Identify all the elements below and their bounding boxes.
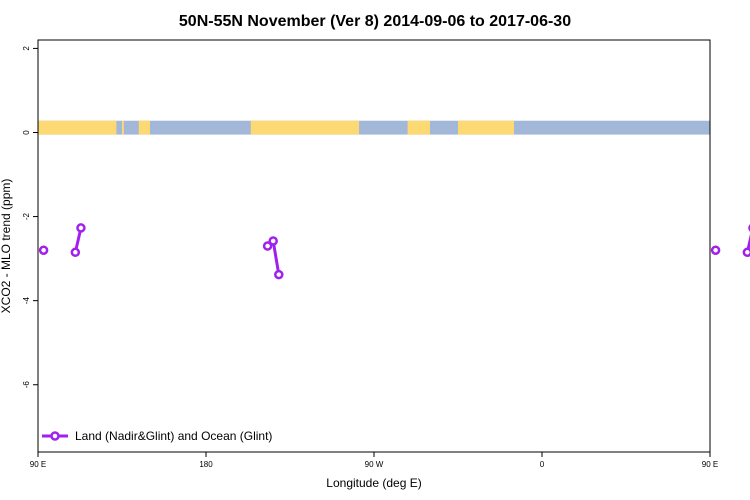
plot-frame: [37, 39, 711, 453]
data-point: [710, 245, 721, 255]
x-tick-label: 180: [199, 460, 213, 469]
land-band: [458, 120, 514, 135]
y-tick-label: -6: [22, 381, 31, 389]
land-band: [250, 120, 360, 135]
data-point: [70, 247, 81, 258]
data-point: [268, 236, 278, 246]
data-point: [38, 245, 49, 255]
land-ocean-strip: [38, 120, 710, 135]
land-band: [407, 120, 430, 135]
land-band: [38, 120, 117, 135]
y-tick-label: 2: [22, 46, 31, 51]
land-band: [138, 120, 150, 135]
x-tick-label: 90 E: [702, 460, 718, 469]
data-point: [742, 247, 750, 258]
legend: Land (Nadir&Glint) and Ocean (Glint): [42, 429, 272, 443]
y-tick-label: 0: [22, 130, 31, 135]
x-tick-label: 0: [540, 460, 545, 469]
legend-label: Land (Nadir&Glint) and Ocean (Glint): [75, 429, 272, 443]
legend-marker-swatch: [50, 431, 60, 441]
ocean-band: [38, 120, 710, 135]
data-point: [76, 223, 86, 233]
x-axis: 90 E 180 90 W 0 90 E: [30, 452, 718, 469]
y-tick-label: -4: [22, 297, 31, 305]
y-axis-label: XCO2 - MLO trend (ppm): [0, 179, 13, 314]
data-point: [274, 269, 284, 280]
land-band: [122, 120, 124, 135]
chart-title: 50N-55N November (Ver 8) 2014-09-06 to 2…: [179, 13, 571, 30]
y-axis: 2 0 -2 -4 -6: [22, 46, 38, 389]
y-tick-label: -2: [22, 212, 31, 220]
x-tick-label: 90 E: [30, 460, 46, 469]
x-axis-label: Longitude (deg E): [326, 476, 421, 490]
series-layer: [38, 223, 750, 280]
x-tick-label: 90 W: [365, 460, 384, 469]
data-point: [262, 241, 273, 251]
